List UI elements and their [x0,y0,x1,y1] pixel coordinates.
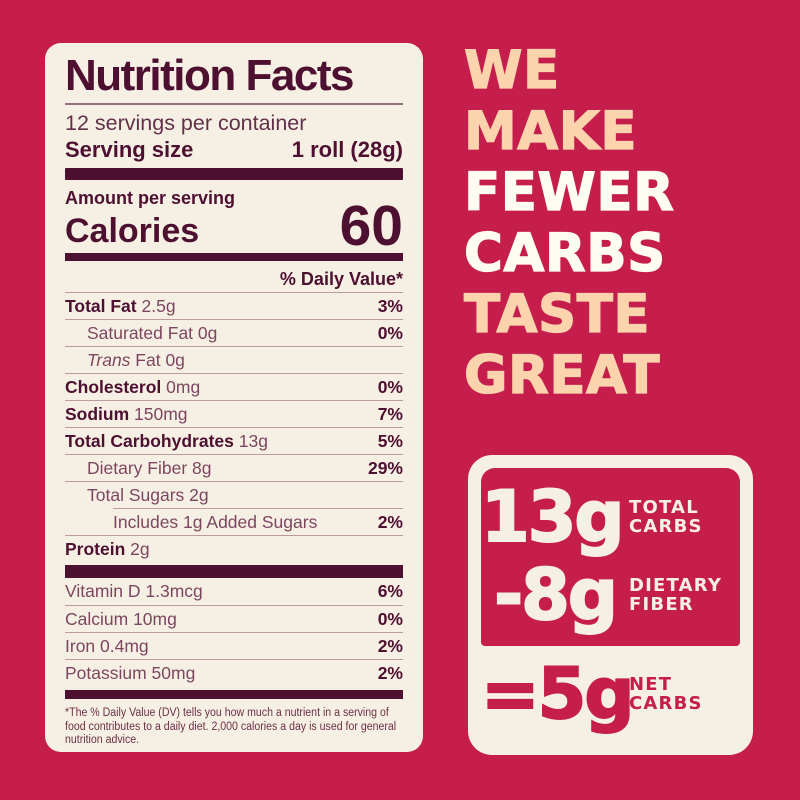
nutrient-percent: 7% [377,403,403,424]
title-divider [65,103,403,105]
nutrient-row-cholesterol: Cholesterol 0mg 0% [65,373,403,400]
vitamin-rows: Vitamin D 1.3mcg 6% Calcium 10mg 0% Iron… [65,578,403,686]
tagline-line-taste: TASTE [463,283,651,345]
nutrient-row-protein: Protein 2g [65,535,403,562]
nutrition-facts-label: Nutrition Facts 12 servings per containe… [45,43,423,752]
nutrient-percent: 0% [377,322,403,343]
dietary-fiber-value: -8g [493,554,619,636]
nutrient-percent: 29% [367,457,403,478]
nutrient-percent: 2% [377,662,403,683]
thin-divider-bar [65,690,403,699]
nutrient-percent: 0% [377,608,403,629]
nutrient-percent: 2% [377,511,403,532]
tagline-line-make: MAKE [463,100,638,162]
vitamin-row-vitamin-d: Vitamin D 1.3mcg 6% [65,581,403,601]
vitamin-row-calcium: Calcium 10mg 0% [65,605,403,632]
vitamin-row-potassium: Potassium 50mg 2% [65,659,403,686]
tagline: WE MAKE FEWER CARBS TASTE GREAT [463,39,675,406]
net-carbs-label: NET CARBS [629,673,703,714]
serving-size-value: 1 roll (28g) [291,137,403,162]
calories-value: 60 [339,194,403,258]
carbs-math-top: 13g TOTAL CARBS -8g DIETARY FIBER [480,468,740,646]
thick-divider-bar [65,168,403,180]
daily-value-footnote: *The % Daily Value (DV) tells you how mu… [65,707,397,746]
servings-per-container: 12 servings per container [65,111,307,135]
calories-row: Calories 60 [65,194,403,258]
nutrient-row-total-carbohydrates: Total Carbohydrates 13g 5% [65,427,403,454]
nutrient-percent: 0% [377,376,403,397]
nutrient-percent: 6% [377,581,403,601]
nutrient-percent: 3% [377,295,403,316]
net-carbs-value: =5g [480,653,635,735]
nutrient-row-trans-fat: Trans Fat 0g [65,346,403,373]
medium-divider-bar [65,253,403,261]
serving-size-row: Serving size 1 roll (28g) [65,136,403,163]
label-title: Nutrition Facts [65,51,354,100]
amount-per-serving-label: Amount per serving [65,188,236,208]
dietary-fiber-row: -8g DIETARY FIBER [481,554,740,636]
net-carbs-box: 13g TOTAL CARBS -8g DIETARY FIBER =5g NE… [468,455,753,755]
nutrient-row-total-sugars: Total Sugars 2g [65,481,403,508]
serving-size-label: Serving size [65,137,194,162]
tagline-line-great: GREAT [463,344,661,406]
nutrient-row-saturated-fat: Saturated Fat 0g 0% [65,319,403,346]
tagline-line-fewer: FEWER [463,161,675,223]
tagline-line-we: WE [463,39,560,101]
dietary-fiber-label: DIETARY FIBER [629,574,723,615]
net-carbs-row: =5g NET CARBS [480,653,703,735]
daily-value-header: % Daily Value* [279,269,403,289]
carbs-math-bottom: =5g NET CARBS [480,646,740,742]
nutrient-percent: 5% [377,430,403,451]
nutrient-row-total-fat: Total Fat 2.5g 3% [65,292,403,319]
total-carbs-label: TOTAL CARBS [629,496,703,537]
thick-divider-bar [65,565,403,578]
total-carbs-value: 13g [480,476,626,558]
nutrient-row-sodium: Sodium 150mg 7% [65,400,403,427]
nutrient-row-dietary-fiber: Dietary Fiber 8g 29% [65,454,403,481]
nutrient-rows: Total Fat 2.5g 3% Saturated Fat 0g 0% Tr… [65,292,403,562]
vitamin-row-iron: Iron 0.4mg 2% [65,632,403,659]
total-carbs-row: 13g TOTAL CARBS [480,476,740,558]
tagline-line-carbs: CARBS [463,222,666,284]
nutrient-percent: 2% [377,635,403,656]
calories-label: Calories [65,212,200,250]
nutrient-row-added-sugars: Includes 1g Added Sugars 2% [113,508,403,535]
